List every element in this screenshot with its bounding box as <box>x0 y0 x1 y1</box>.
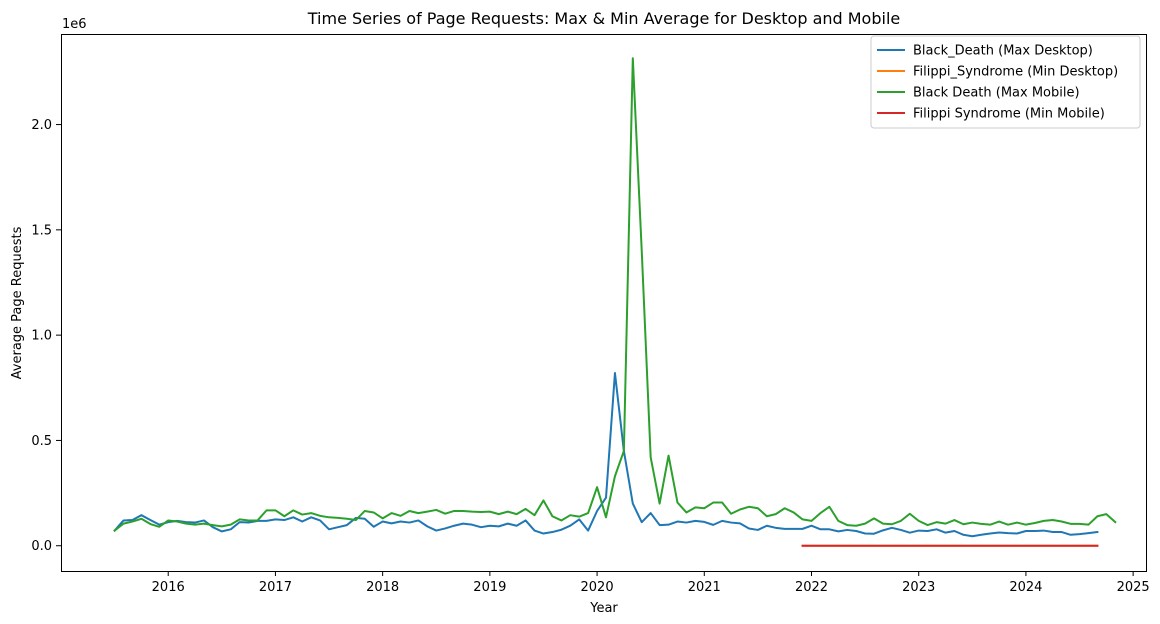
x-tick-label: 2017 <box>259 580 292 595</box>
chart-title: Time Series of Page Requests: Max & Min … <box>307 9 900 28</box>
series-line <box>113 57 1117 532</box>
x-tick-label: 2016 <box>152 580 185 595</box>
plot-area <box>61 34 1147 572</box>
x-tick-label: 2019 <box>473 580 506 595</box>
legend-label: Black Death (Max Mobile) <box>913 86 1080 101</box>
x-axis-label: Year <box>589 601 618 616</box>
y-axis: 0.0 0.5 1.0 1.5 2.0 <box>31 118 61 554</box>
y-tick-label: 2.0 <box>31 118 52 133</box>
series-line <box>113 372 1099 538</box>
x-axis: 2016 2017 2018 2019 2020 2021 2022 2023 2024 2025 <box>152 571 1150 595</box>
y-offset-label: 1e6 <box>62 17 87 32</box>
legend: Black_Death (Max Desktop) Filippi_Syndrom… <box>870 35 1141 129</box>
legend-label: Filippi_Syndrome (Min Desktop) <box>913 65 1118 80</box>
x-tick-label: 2020 <box>581 580 614 595</box>
legend-label: Filippi Syndrome (Min Mobile) <box>913 107 1105 122</box>
series-layer <box>113 57 1117 547</box>
legend-items: Black_Death (Max Desktop) Filippi_Syndrom… <box>877 44 1118 122</box>
legend-label: Black_Death (Max Desktop) <box>913 44 1093 59</box>
y-axis-label: Average Page Requests <box>10 226 25 379</box>
y-tick-label: 0.5 <box>31 434 52 449</box>
axes-frame <box>61 34 1147 572</box>
y-tick-label: 1.5 <box>31 223 52 238</box>
legend-box <box>870 35 1141 129</box>
x-tick-label: 2022 <box>795 580 828 595</box>
x-tick-label: 2024 <box>1009 580 1042 595</box>
y-tick-label: 0.0 <box>31 539 52 554</box>
x-tick-label: 2025 <box>1117 580 1150 595</box>
x-tick-label: 2021 <box>688 580 721 595</box>
x-tick-label: 2023 <box>902 580 935 595</box>
y-tick-label: 1.0 <box>31 329 52 344</box>
x-tick-label: 2018 <box>366 580 399 595</box>
